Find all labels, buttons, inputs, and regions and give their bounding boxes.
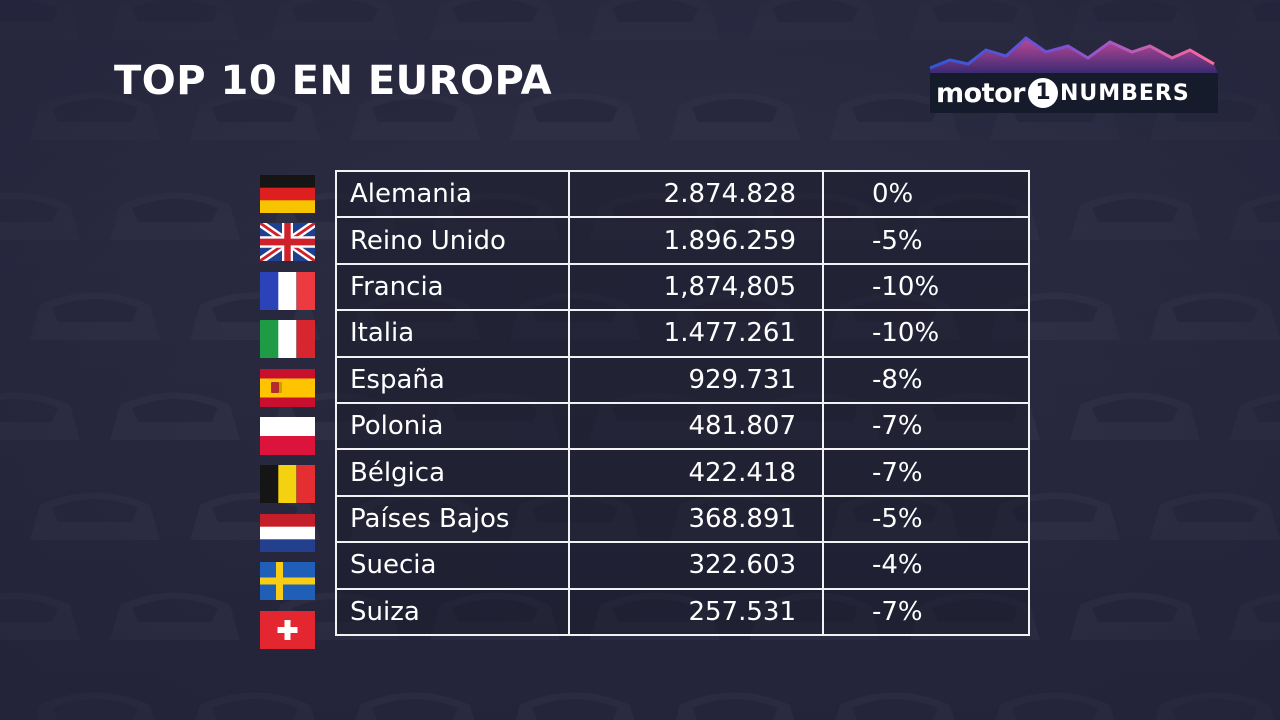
- change-percent-cell: -7%: [822, 587, 1030, 636]
- change-percent-cell: -7%: [822, 448, 1030, 497]
- country-cell: España: [335, 355, 570, 404]
- registrations-cell: 368.891: [568, 494, 824, 544]
- change-percent-cell: -10%: [822, 262, 1030, 312]
- change-percent-cell: -4%: [822, 541, 1030, 590]
- registrations-cell: 481.807: [568, 401, 824, 451]
- page-title: TOP 10 EN EUROPA: [114, 58, 553, 104]
- germany-flag-icon: [260, 175, 315, 213]
- country-cell: Suiza: [335, 587, 570, 636]
- registrations-cell: 1,874,805: [568, 262, 824, 312]
- country-cell: Italia: [335, 309, 570, 358]
- logo-mountain-ribbon-icon: [929, 36, 1218, 113]
- country-cell: Países Bajos: [335, 494, 570, 544]
- poland-flag-icon: [260, 417, 315, 455]
- registrations-cell: 1.477.261: [568, 309, 824, 358]
- registrations-cell: 2.874.828: [568, 169, 824, 219]
- ranking-table: Alemania 2.874.828 0% Reino Unido 1.896.259-…: [335, 169, 1030, 636]
- change-percent-cell: -5%: [822, 216, 1030, 265]
- country-cell: Polonia: [335, 401, 570, 451]
- table-row: Países Bajos 368.891 -5%: [335, 494, 1030, 544]
- table-row: Italia 1.477.261 -10%: [335, 309, 1030, 358]
- table-row: Polonia 481.807 -7%: [335, 401, 1030, 451]
- registrations-cell: 1.896.259: [568, 216, 824, 265]
- registrations-cell: 322.603: [568, 541, 824, 590]
- logo-one-badge: 1: [1027, 78, 1058, 108]
- change-percent-cell: -7%: [822, 401, 1030, 451]
- netherlands-flag-icon: [260, 513, 315, 552]
- change-percent-cell: -10%: [822, 309, 1030, 358]
- country-cell: Francia: [335, 262, 570, 312]
- change-percent-cell: -8%: [822, 355, 1030, 404]
- france-flag-icon: [260, 271, 315, 310]
- spain-flag-icon: [260, 368, 315, 407]
- table-row: Suiza 257.531 -7%: [335, 587, 1030, 636]
- country-cell: Reino Unido: [335, 216, 570, 265]
- italy-flag-icon: [260, 320, 315, 359]
- table-row: Reino Unido 1.896.259 -5%: [335, 216, 1030, 265]
- belgium-flag-icon: [260, 465, 315, 504]
- united-kingdom-flag-icon: [260, 223, 315, 262]
- table-row: España 929.731 -8%: [335, 355, 1030, 404]
- registrations-cell: 257.531: [568, 587, 824, 636]
- registrations-cell: 422.418: [568, 448, 824, 497]
- table-row: Bélgica 422.418 -7%: [335, 448, 1030, 497]
- change-percent-cell: 0%: [822, 169, 1030, 219]
- table-row: Francia 1,874,805 -10%: [335, 262, 1030, 312]
- sweden-flag-icon: [260, 562, 315, 601]
- switzerland-flag-icon: [260, 610, 315, 649]
- table-row: Suecia 322.603 -4%: [335, 541, 1030, 590]
- country-cell: Bélgica: [335, 448, 570, 497]
- logo-numbers-word: NUMBERS: [1059, 80, 1190, 106]
- table-row: Alemania 2.874.828 0%: [335, 169, 1030, 219]
- change-percent-cell: -5%: [822, 494, 1030, 544]
- country-cell: Alemania: [335, 169, 570, 219]
- motor1-numbers-logo: motor 1 NUMBERS: [928, 34, 1220, 114]
- logo-motor-word: motor: [936, 77, 1025, 109]
- registrations-cell: 929.731: [568, 355, 824, 404]
- country-cell: Suecia: [335, 541, 570, 590]
